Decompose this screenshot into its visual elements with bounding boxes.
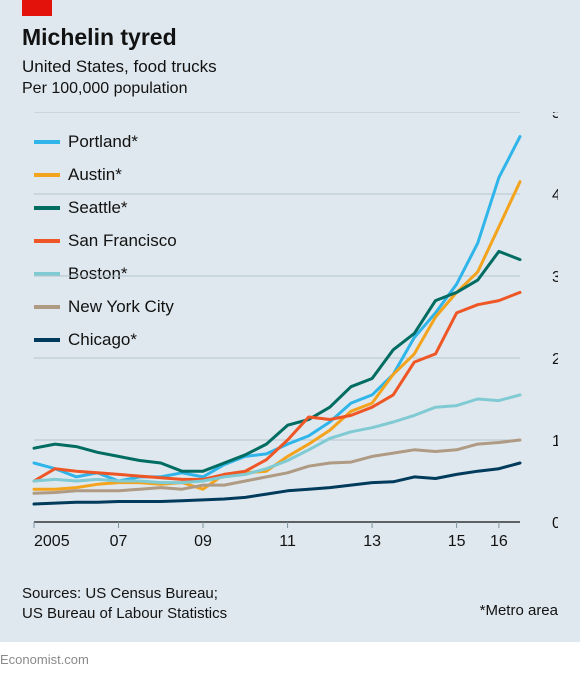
chart-title: Michelin tyred: [22, 24, 177, 51]
y-tick-label: 1: [552, 433, 558, 450]
x-tick-label: 09: [194, 533, 212, 550]
brand-mark: [22, 0, 52, 16]
chart-panel: Michelin tyred United States, food truck…: [0, 0, 580, 642]
chart-unit: Per 100,000 population: [22, 80, 187, 98]
series-line: [34, 182, 520, 490]
footnote: *Metro area: [480, 602, 558, 619]
series-line: [34, 395, 520, 483]
attribution: Economist.com: [0, 652, 89, 667]
source-line-1: Sources: US Census Bureau;: [22, 584, 227, 604]
x-tick-label: 16: [490, 533, 508, 550]
chart-subtitle: United States, food trucks: [22, 57, 217, 77]
sources: Sources: US Census Bureau; US Bureau of …: [22, 584, 227, 625]
x-tick-label: 2005: [34, 533, 70, 550]
x-tick-label: 15: [448, 533, 466, 550]
y-tick-label: 0: [552, 515, 558, 532]
y-tick-label: 5: [552, 112, 558, 122]
y-tick-label: 4: [552, 187, 558, 204]
x-tick-label: 07: [110, 533, 128, 550]
source-line-2: US Bureau of Labour Statistics: [22, 604, 227, 624]
series-line: [34, 251, 520, 471]
y-tick-label: 2: [552, 351, 558, 368]
x-tick-label: 11: [279, 533, 296, 550]
x-tick-label: 13: [363, 533, 381, 550]
series-line: [34, 137, 520, 481]
y-tick-label: 3: [552, 269, 558, 286]
line-chart: 0 1 2 3 4 5 2005 07 09 11 13 15 16: [22, 112, 558, 556]
